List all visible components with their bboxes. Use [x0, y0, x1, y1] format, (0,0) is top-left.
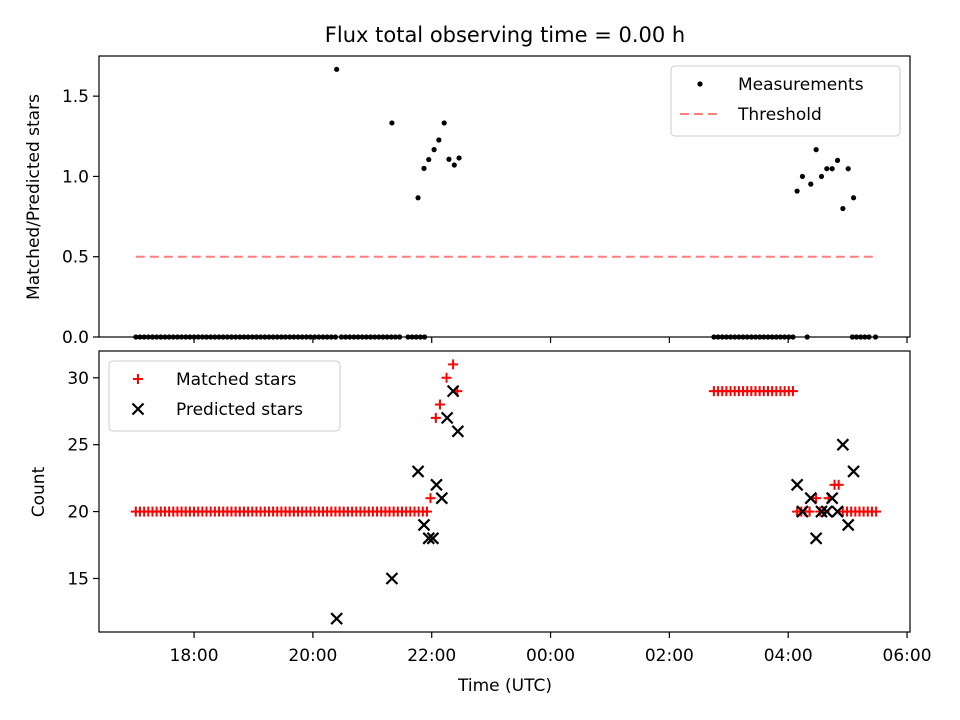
y-tick-label: 0.5	[62, 248, 89, 268]
data-point	[815, 505, 828, 518]
data-point	[446, 384, 460, 398]
data-point	[847, 465, 860, 478]
data-point	[415, 195, 421, 201]
legend-marker	[697, 81, 703, 87]
x-tick-label: 22:00	[407, 646, 456, 666]
y-tick-label: 20	[67, 503, 89, 523]
data-point	[436, 137, 442, 143]
plot-frame	[98, 55, 911, 338]
series-matched-stars	[130, 359, 882, 517]
data-point	[411, 465, 425, 478]
legend-box	[670, 65, 901, 137]
data-point	[389, 120, 395, 126]
data-point	[840, 205, 846, 212]
data-point	[811, 493, 822, 504]
x-tick-label: 18:00	[170, 646, 219, 666]
x-tick-label: 04:00	[764, 646, 813, 666]
legend-label: Predicted stars	[176, 400, 303, 420]
legend-box	[108, 360, 341, 432]
legend: Matched stars Predicted stars	[108, 360, 341, 432]
data-point	[421, 506, 432, 517]
data-point	[794, 188, 800, 194]
x-tick-label: 02:00	[645, 646, 694, 666]
x-tick-label: 06:00	[883, 646, 932, 666]
legend-label: Matched stars	[176, 370, 296, 390]
data-point	[426, 532, 440, 545]
data-point	[790, 478, 804, 492]
data-point	[831, 505, 844, 518]
data-point	[824, 166, 830, 172]
y-tick-label: 25	[67, 436, 89, 456]
legend-marker	[133, 374, 143, 384]
data-point	[796, 505, 809, 518]
series-predicted-stars	[330, 384, 860, 625]
data-point	[385, 572, 399, 585]
legend-label: Measurements	[738, 75, 864, 95]
y-tick-label: 15	[67, 569, 89, 589]
data-point	[431, 147, 437, 153]
data-point	[850, 195, 857, 201]
time-x-axis-label: Time (UTC)	[457, 676, 552, 696]
y-tick-label: 1.5	[62, 87, 89, 107]
data-point	[446, 156, 452, 162]
data-point	[435, 399, 446, 410]
y-tick-label: 30	[67, 369, 89, 389]
data-point	[841, 518, 855, 532]
data-point	[441, 372, 452, 383]
data-point	[417, 518, 431, 532]
data-point	[422, 532, 436, 545]
legend-marker	[131, 402, 145, 416]
count-panel: 15 20 25 30 18:00 20:00 22:00 00:00 02:00 04:00 06…	[67, 350, 932, 666]
data-point	[825, 491, 839, 505]
data-point	[809, 532, 823, 545]
data-point	[820, 505, 834, 518]
data-point	[430, 412, 441, 423]
chart-title: Flux total observing time = 0.00 h	[325, 23, 685, 47]
data-point	[448, 359, 459, 370]
legend-label: Threshold	[737, 105, 822, 125]
data-point	[836, 438, 850, 451]
data-point	[440, 411, 454, 425]
x-tick-label: 00:00	[526, 646, 575, 666]
data-point	[330, 612, 343, 625]
data-point	[451, 425, 465, 438]
plot-frame	[98, 350, 911, 633]
y-tick-label: 0.0	[62, 328, 89, 348]
data-point	[871, 506, 882, 517]
data-point	[804, 491, 818, 505]
data-point	[804, 506, 815, 517]
data-point	[818, 173, 825, 180]
data-point	[834, 157, 841, 163]
x-tick-label: 20:00	[288, 646, 337, 666]
ratio-panel: 0.0 0.5 1.0 1.5 Measurements Threshold	[62, 55, 911, 348]
data-point	[456, 155, 462, 161]
data-point	[425, 493, 436, 504]
data-point	[813, 147, 819, 153]
data-point	[799, 173, 806, 180]
data-point	[430, 478, 443, 492]
data-point	[787, 386, 798, 397]
data-point	[441, 120, 447, 126]
data-point	[435, 491, 449, 505]
data-point	[426, 156, 432, 163]
data-point	[829, 166, 835, 172]
data-point	[833, 479, 844, 490]
data-point	[421, 165, 427, 171]
count-y-axis-label: Count	[29, 466, 49, 517]
data-point	[845, 166, 851, 172]
data-point	[334, 66, 340, 72]
legend: Measurements Threshold	[670, 65, 901, 137]
ratio-y-axis-label: Matched/Predicted stars	[24, 94, 44, 300]
y-tick-label: 1.0	[62, 167, 89, 187]
data-point	[451, 162, 457, 168]
data-point	[808, 181, 814, 187]
